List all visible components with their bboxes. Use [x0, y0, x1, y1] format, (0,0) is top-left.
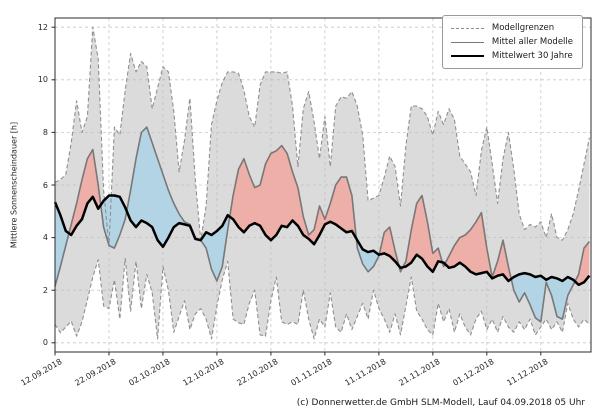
y-tick-label: 0: [42, 338, 48, 348]
legend-item-modellgrenzen: Modellgrenzen: [450, 21, 573, 35]
legend-box: Modellgrenzen Mittel aller Modelle Mitte…: [441, 15, 583, 69]
y-tick-label: 12: [37, 22, 48, 32]
dashed-line-sample-icon: [450, 27, 484, 29]
y-axis-label: Mittlere Sonnenscheindauer [h]: [9, 121, 19, 249]
legend-item-mittel-aller-modelle: Mittel aller Modelle: [450, 35, 573, 49]
y-tick-label: 10: [37, 75, 48, 85]
legend-label: Mittelwert 30 Jahre: [491, 51, 573, 61]
y-tick-label: 6: [42, 180, 48, 190]
legend-label: Mittel aller Modelle: [491, 37, 573, 47]
gray-line-sample-icon: [450, 41, 484, 43]
legend-item-mittelwert-30-jahre: Mittelwert 30 Jahre: [450, 49, 573, 63]
legend-label: Modellgrenzen: [491, 23, 555, 33]
y-tick-label: 2: [42, 285, 48, 295]
footer-credit: (c) Donnerwetter.de GmbH SLM-Modell, Lau…: [296, 398, 585, 408]
y-tick-label: 4: [42, 233, 48, 243]
black-line-sample-icon: [450, 55, 484, 57]
y-tick-label: 8: [42, 127, 48, 137]
